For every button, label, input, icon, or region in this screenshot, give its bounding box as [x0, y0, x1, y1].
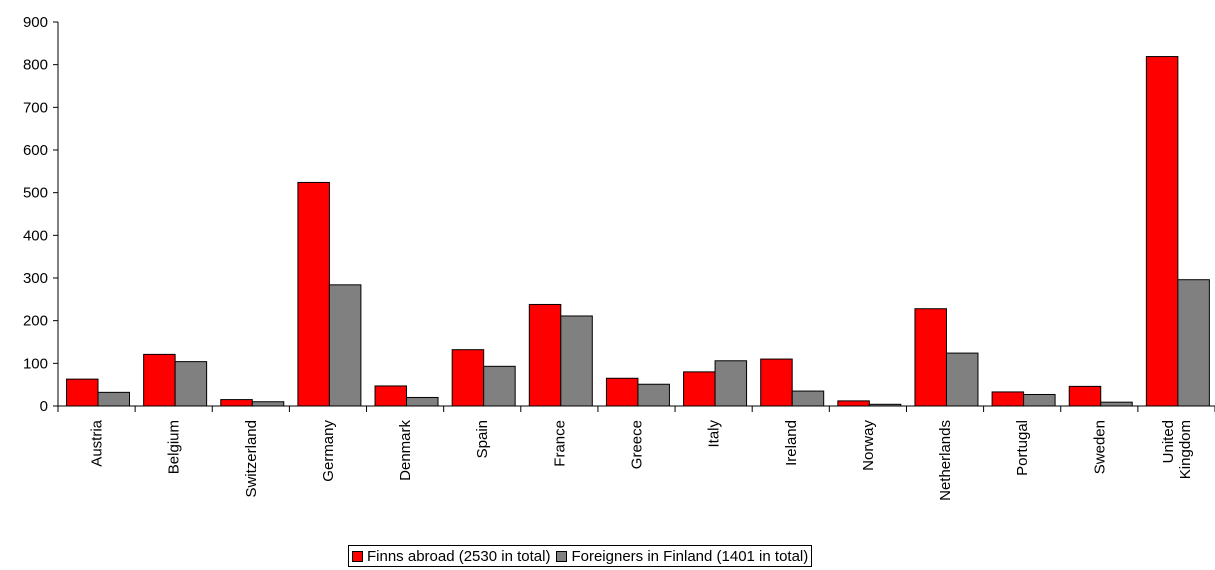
y-tick-label: 700: [23, 99, 48, 116]
x-tick-label: Germany: [320, 420, 337, 482]
y-tick-label: 600: [23, 142, 48, 159]
bar-foreigners: [251, 401, 285, 407]
bar-finns: [1068, 385, 1102, 407]
bar-finns: [528, 303, 562, 407]
bars: [66, 56, 1210, 407]
bar-finns: [374, 385, 408, 407]
bar-finns: [914, 308, 947, 407]
bar-finns: [220, 399, 253, 407]
y-tick-label: 0: [40, 398, 48, 415]
x-tick-label: Belgium: [166, 420, 183, 474]
x-tick-label: Sweden: [1091, 420, 1108, 474]
bar-finns: [143, 353, 176, 407]
legend-label-foreigners: Foreigners in Finland (1401 in total): [571, 547, 809, 565]
y-tick-label: 300: [23, 270, 48, 287]
x-tick-label: UnitedKingdom: [1160, 420, 1194, 479]
bar-foreigners: [1023, 393, 1056, 407]
x-tick-label: Denmark: [397, 420, 414, 481]
y-tick-label: 400: [23, 227, 48, 244]
x-tick-label: Greece: [629, 420, 646, 469]
y-axis: 0 100 200 300 400 500 600 700 800 900: [23, 14, 59, 415]
x-tick-label: Ireland: [783, 420, 800, 466]
x-tick-label: Netherlands: [937, 420, 954, 501]
x-tick-label: Portugal: [1014, 420, 1031, 476]
bar-foreigners: [560, 315, 593, 407]
bar-finns: [605, 377, 639, 407]
x-tick-label: Norway: [860, 420, 877, 471]
legend: Finns abroad (2530 in total) Foreigners …: [348, 545, 813, 567]
legend-item-foreigners: Foreigners in Finland (1401 in total): [556, 548, 808, 565]
y-tick-label: 900: [23, 14, 48, 31]
y-tick-label: 500: [23, 185, 48, 202]
y-tick-label: 800: [23, 57, 48, 74]
y-tick-label: 100: [23, 355, 48, 372]
bar-foreigners: [328, 284, 362, 407]
x-tick-label: Austria: [89, 419, 106, 466]
bar-foreigners: [483, 365, 516, 407]
x-tick-label: Italy: [706, 420, 723, 448]
legend-item-finns: Finns abroad (2530 in total): [352, 548, 550, 565]
bar-foreigners: [945, 352, 979, 407]
bar-foreigners: [1177, 279, 1210, 407]
bar-foreigners: [1100, 401, 1133, 407]
bar-foreigners: [637, 383, 670, 407]
bar-finns: [683, 371, 716, 407]
bar-foreigners: [406, 396, 439, 407]
x-axis: Austria Belgium Switzerland Germany Denmark S…: [57, 405, 1215, 501]
legend-swatch-foreigners: [556, 550, 568, 562]
bar-finns: [837, 400, 870, 407]
bar-foreigners: [174, 361, 208, 407]
bar-finns: [297, 181, 330, 407]
legend-swatch-finns: [352, 550, 363, 562]
bar-finns: [1145, 56, 1179, 407]
bar-finns: [760, 358, 793, 407]
bar-finns: [451, 349, 485, 407]
bar-foreigners: [97, 391, 130, 407]
bar-foreigners: [714, 360, 748, 407]
bar-finns: [66, 378, 99, 407]
x-tick-label: Spain: [474, 420, 491, 458]
x-tick-label: France: [551, 420, 568, 467]
x-tick-label: Switzerland: [243, 420, 260, 498]
y-tick-label: 200: [23, 313, 48, 330]
legend-label-finns: Finns abroad (2530 in total): [367, 547, 551, 565]
bar-foreigners: [791, 390, 825, 407]
bar-finns: [991, 391, 1025, 407]
